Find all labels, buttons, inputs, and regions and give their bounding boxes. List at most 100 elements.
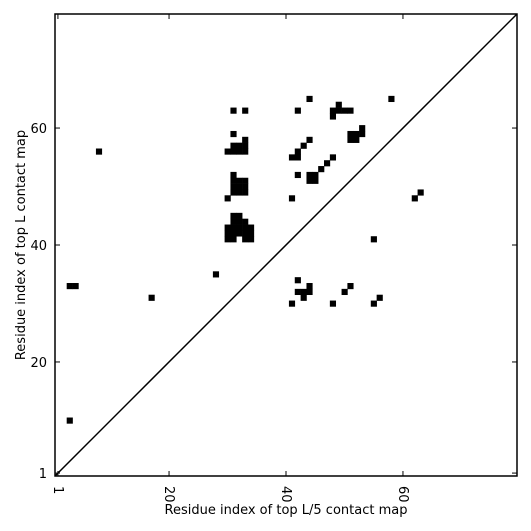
contact-cell bbox=[294, 277, 301, 284]
contact-cell bbox=[242, 224, 249, 231]
contact-cell bbox=[230, 130, 237, 138]
contact-cell bbox=[329, 300, 337, 307]
contact-cell bbox=[294, 288, 301, 296]
contact-cell bbox=[236, 183, 243, 190]
y-tick-label: 1 bbox=[39, 467, 47, 482]
contact-cell bbox=[247, 236, 255, 243]
contact-cell bbox=[242, 189, 249, 196]
diagonal-line bbox=[54, 13, 518, 477]
contact-cell bbox=[294, 107, 301, 114]
contact-cell bbox=[230, 148, 237, 155]
y-tick-label: 40 bbox=[30, 239, 47, 254]
contact-cell bbox=[148, 294, 155, 301]
contact-cell bbox=[224, 195, 231, 202]
contact-cell bbox=[230, 142, 237, 149]
x-axis-label: Residue index of top L/5 contact map bbox=[165, 503, 408, 518]
contact-cell bbox=[247, 230, 255, 237]
contact-cell bbox=[335, 107, 342, 114]
contact-cell bbox=[230, 189, 237, 196]
contact-cell bbox=[306, 177, 313, 184]
contact-cell bbox=[294, 171, 301, 179]
y-axis-label: Residue index of top L contact map bbox=[14, 130, 29, 360]
contact-cell bbox=[236, 218, 243, 225]
contact-cell bbox=[242, 230, 249, 237]
contact-cell bbox=[242, 177, 249, 184]
contact-cell bbox=[236, 189, 243, 196]
contact-cell bbox=[212, 271, 220, 278]
contact-cell bbox=[417, 189, 424, 196]
contact-cell bbox=[236, 212, 243, 219]
contact-cell bbox=[329, 154, 337, 161]
contact-cell bbox=[236, 142, 243, 149]
contact-cell bbox=[353, 130, 360, 138]
contact-cell bbox=[306, 283, 313, 290]
plot-frame bbox=[54, 13, 518, 477]
contact-cell bbox=[242, 218, 249, 225]
x-tick-label: 20 bbox=[161, 486, 176, 503]
contact-cell bbox=[411, 195, 418, 202]
contact-cell bbox=[224, 236, 231, 243]
contact-cell bbox=[236, 224, 243, 231]
contact-cell bbox=[306, 95, 313, 103]
contact-cell bbox=[66, 283, 73, 290]
contact-cell bbox=[370, 236, 377, 243]
contact-cell bbox=[288, 154, 296, 161]
contact-cell bbox=[230, 171, 237, 179]
contact-cell bbox=[242, 136, 249, 143]
contact-cell bbox=[230, 218, 237, 225]
contact-cell bbox=[329, 113, 337, 120]
contact-cell bbox=[318, 166, 325, 173]
contact-cell bbox=[300, 142, 307, 149]
y-tick-label: 20 bbox=[30, 356, 47, 371]
contact-cell bbox=[230, 236, 237, 243]
contact-cell bbox=[247, 224, 255, 231]
y-tick-label: 60 bbox=[30, 122, 47, 137]
contact-cell bbox=[341, 107, 348, 114]
contact-cell bbox=[347, 283, 354, 290]
contact-cell bbox=[359, 130, 366, 138]
contact-cell bbox=[236, 177, 243, 184]
contact-cell bbox=[242, 183, 249, 190]
contact-cell bbox=[306, 136, 313, 143]
contact-cell bbox=[300, 288, 307, 296]
contact-cell bbox=[95, 148, 103, 155]
contact-cell bbox=[294, 148, 301, 155]
contact-cell bbox=[66, 417, 73, 424]
contact-cell bbox=[300, 294, 307, 301]
contact-cell bbox=[230, 107, 237, 114]
x-tick-label: 60 bbox=[395, 486, 410, 503]
x-tick-label: 1 bbox=[50, 486, 65, 494]
contact-cell bbox=[306, 288, 313, 296]
contact-cell bbox=[230, 183, 237, 190]
contact-cell bbox=[347, 130, 354, 138]
contact-cell bbox=[72, 283, 79, 290]
contact-cell bbox=[236, 230, 243, 237]
contact-cell bbox=[312, 171, 319, 179]
contact-cell bbox=[242, 148, 249, 155]
contact-cell bbox=[230, 212, 237, 219]
contact-cell bbox=[376, 294, 383, 301]
contact-cell bbox=[324, 160, 331, 167]
contact-cell bbox=[388, 95, 395, 103]
contact-cell bbox=[294, 154, 301, 161]
contact-cell bbox=[224, 224, 231, 231]
contact-cell bbox=[370, 300, 377, 307]
contact-cell bbox=[224, 148, 231, 155]
contact-cell bbox=[242, 107, 249, 114]
contact-cell bbox=[341, 288, 348, 296]
contact-cell bbox=[230, 224, 237, 231]
contact-cell bbox=[353, 136, 360, 143]
contact-cell bbox=[242, 236, 249, 243]
contact-cell bbox=[230, 230, 237, 237]
contact-cell bbox=[359, 125, 366, 132]
contact-cell bbox=[347, 107, 354, 114]
contact-cell bbox=[306, 171, 313, 179]
contact-cell bbox=[329, 107, 337, 114]
contact-cell bbox=[224, 230, 231, 237]
contact-cell bbox=[236, 148, 243, 155]
contact-cell bbox=[312, 177, 319, 184]
x-tick-label: 40 bbox=[278, 486, 293, 503]
contact-cell bbox=[288, 195, 296, 202]
contact-cell bbox=[288, 300, 296, 307]
